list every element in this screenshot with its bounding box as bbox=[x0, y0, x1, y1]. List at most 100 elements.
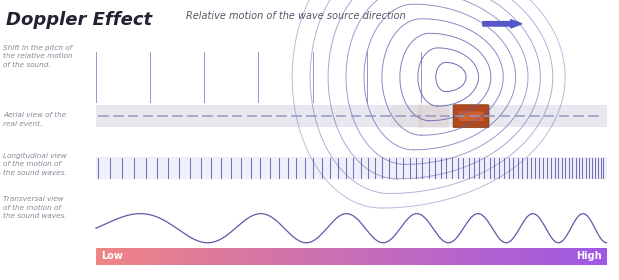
Bar bbox=[96, 157, 607, 179]
Bar bbox=[366, 248, 369, 265]
Bar bbox=[589, 248, 592, 265]
Bar bbox=[259, 248, 262, 265]
Bar bbox=[331, 248, 333, 265]
Bar bbox=[455, 248, 457, 265]
Bar bbox=[453, 248, 456, 265]
Bar bbox=[326, 248, 328, 265]
Bar bbox=[425, 248, 427, 265]
Bar bbox=[375, 248, 378, 265]
Bar bbox=[229, 248, 231, 265]
Bar bbox=[100, 248, 102, 265]
Bar bbox=[412, 248, 415, 265]
Bar bbox=[139, 248, 141, 265]
Bar bbox=[481, 248, 483, 265]
Bar bbox=[545, 248, 548, 265]
Bar bbox=[404, 248, 406, 265]
Bar bbox=[128, 248, 131, 265]
Bar bbox=[225, 248, 228, 265]
Bar bbox=[303, 248, 306, 265]
Bar bbox=[348, 248, 350, 265]
Bar bbox=[132, 248, 134, 265]
Bar bbox=[115, 248, 117, 265]
Bar bbox=[343, 248, 345, 265]
Bar bbox=[516, 248, 519, 265]
Bar bbox=[209, 248, 210, 265]
Bar bbox=[282, 248, 284, 265]
Text: Longitudinal view
of the motion of
the sound waves.: Longitudinal view of the motion of the s… bbox=[3, 153, 67, 176]
FancyArrow shape bbox=[483, 20, 522, 28]
Bar bbox=[266, 248, 269, 265]
Bar bbox=[241, 248, 243, 265]
Bar bbox=[579, 248, 582, 265]
Bar bbox=[169, 248, 171, 265]
Text: Aerial view of the
real event.: Aerial view of the real event. bbox=[3, 112, 66, 127]
Bar bbox=[464, 248, 466, 265]
Bar bbox=[583, 248, 585, 265]
Bar bbox=[430, 248, 432, 265]
Bar bbox=[341, 248, 344, 265]
Bar bbox=[600, 248, 602, 265]
Bar bbox=[523, 248, 526, 265]
Bar bbox=[491, 248, 493, 265]
Bar bbox=[219, 248, 221, 265]
Bar bbox=[134, 248, 136, 265]
Bar bbox=[578, 248, 580, 265]
Bar bbox=[525, 248, 527, 265]
Bar bbox=[113, 248, 115, 265]
Bar bbox=[277, 248, 279, 265]
Bar bbox=[447, 248, 449, 265]
Bar bbox=[569, 248, 571, 265]
Bar bbox=[336, 248, 338, 265]
Bar bbox=[293, 248, 296, 265]
Bar bbox=[474, 248, 476, 265]
Bar bbox=[298, 248, 301, 265]
Bar bbox=[532, 248, 534, 265]
Bar bbox=[509, 248, 512, 265]
Bar bbox=[159, 248, 161, 265]
Bar bbox=[96, 248, 98, 265]
Bar bbox=[239, 248, 241, 265]
Bar bbox=[164, 248, 167, 265]
Bar bbox=[378, 248, 381, 265]
Bar bbox=[121, 248, 124, 265]
Text: Shift in the pitch of
the relative motion
of the sound.: Shift in the pitch of the relative motio… bbox=[3, 45, 72, 68]
Bar bbox=[175, 248, 176, 265]
FancyBboxPatch shape bbox=[453, 105, 489, 128]
Bar bbox=[543, 248, 546, 265]
Bar bbox=[103, 248, 105, 265]
Bar bbox=[561, 248, 563, 265]
Bar bbox=[489, 248, 491, 265]
Bar bbox=[488, 248, 490, 265]
Bar bbox=[167, 248, 170, 265]
Bar bbox=[465, 248, 468, 265]
Bar bbox=[302, 248, 305, 265]
Bar bbox=[300, 248, 303, 265]
Bar bbox=[329, 248, 332, 265]
Bar bbox=[518, 248, 521, 265]
Bar bbox=[227, 248, 229, 265]
Bar bbox=[101, 248, 103, 265]
Bar bbox=[515, 248, 517, 265]
Bar bbox=[360, 248, 362, 265]
Bar bbox=[418, 248, 420, 265]
FancyBboxPatch shape bbox=[459, 111, 483, 121]
Bar bbox=[370, 248, 372, 265]
Bar bbox=[155, 248, 158, 265]
Bar bbox=[205, 248, 207, 265]
Bar bbox=[495, 248, 496, 265]
Bar bbox=[382, 248, 384, 265]
Bar bbox=[467, 248, 469, 265]
Bar bbox=[202, 248, 204, 265]
Bar bbox=[365, 248, 367, 265]
Bar bbox=[484, 248, 487, 265]
Bar bbox=[537, 248, 539, 265]
Bar bbox=[493, 248, 495, 265]
Bar bbox=[173, 248, 175, 265]
Bar bbox=[253, 248, 255, 265]
Bar bbox=[223, 248, 226, 265]
Bar bbox=[261, 248, 264, 265]
Bar bbox=[254, 248, 256, 265]
Bar bbox=[105, 248, 107, 265]
Bar bbox=[237, 248, 240, 265]
Bar bbox=[385, 248, 387, 265]
